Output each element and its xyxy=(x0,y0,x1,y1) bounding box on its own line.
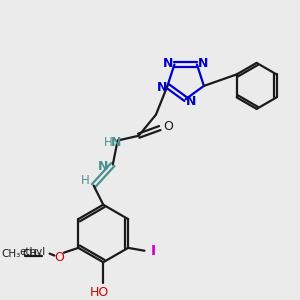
Text: HO: HO xyxy=(90,286,109,299)
Text: CH₃: CH₃ xyxy=(2,249,21,259)
Text: O: O xyxy=(164,120,173,133)
Text: N: N xyxy=(197,57,208,70)
Text: H: H xyxy=(104,136,112,149)
Text: N: N xyxy=(110,136,121,149)
Text: H: H xyxy=(81,174,89,187)
Text: CH₂: CH₂ xyxy=(23,249,42,259)
Text: N: N xyxy=(157,81,167,94)
Text: I: I xyxy=(151,244,156,258)
Text: N: N xyxy=(186,94,197,108)
Text: ethyl: ethyl xyxy=(19,247,46,257)
Text: N: N xyxy=(163,57,173,70)
Text: O: O xyxy=(54,251,64,264)
Text: N: N xyxy=(98,160,108,173)
